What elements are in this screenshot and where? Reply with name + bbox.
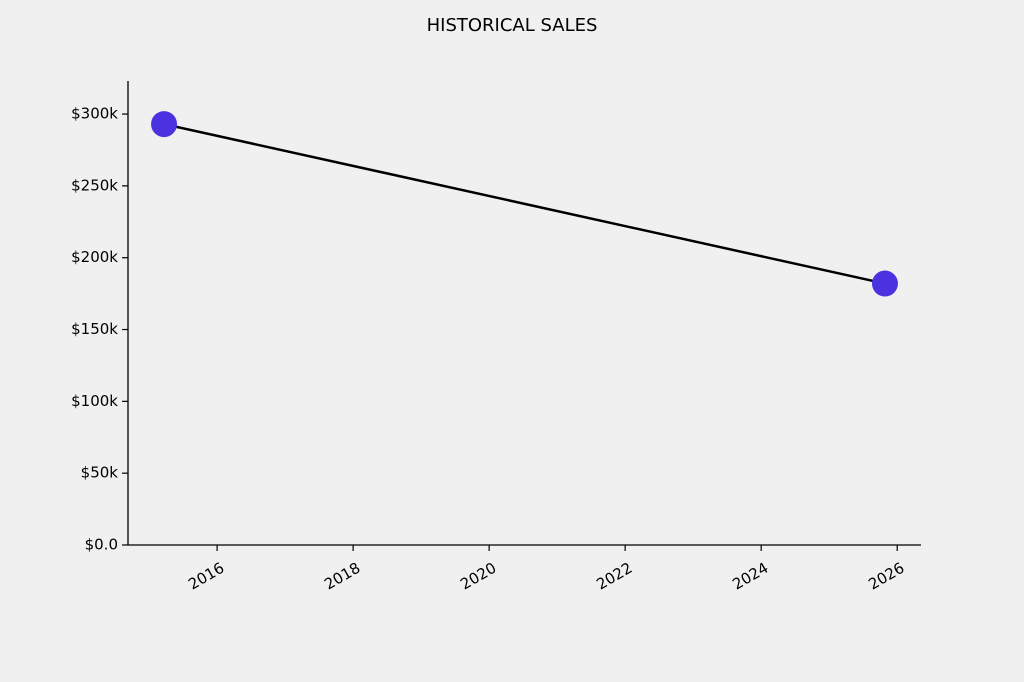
marker	[151, 111, 178, 138]
y-tick-label: $0.0	[85, 536, 118, 554]
y-tick-label: $150k	[71, 320, 118, 338]
line	[163, 122, 886, 285]
y-tick-label: $200k	[71, 248, 118, 266]
y-tick-label: $250k	[71, 176, 118, 194]
y-tick-label: $300k	[71, 105, 118, 123]
y-tick-label: $100k	[71, 392, 118, 410]
chart-title: HISTORICAL SALES	[427, 15, 598, 36]
marker	[871, 270, 898, 297]
y-tick-label: $50k	[81, 464, 119, 482]
